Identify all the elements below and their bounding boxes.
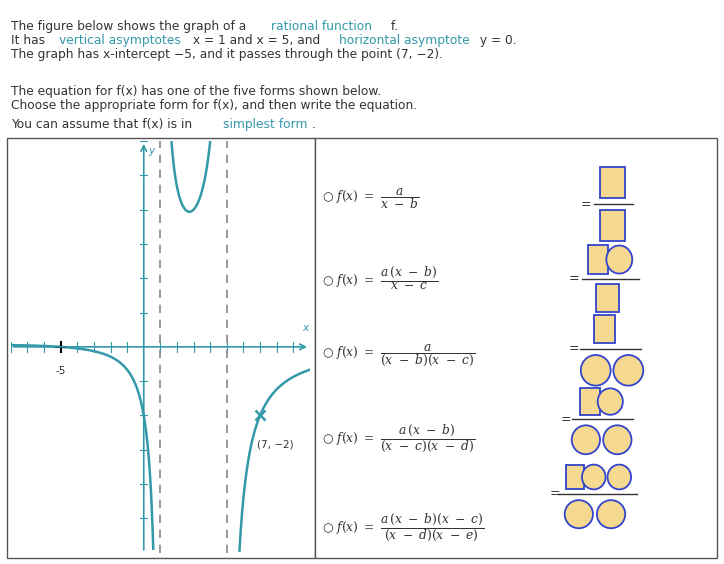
Text: $\bigcirc\ f(x)\ =\ \dfrac{a\,(x\ -\ b)(x\ -\ c)}{(x\ -\ d)(x\ -\ e)}$: $\bigcirc\ f(x)\ =\ \dfrac{a\,(x\ -\ b)(… — [322, 510, 484, 543]
Text: The figure below shows the graph of a: The figure below shows the graph of a — [11, 20, 250, 33]
Bar — [599, 210, 626, 241]
Ellipse shape — [581, 355, 610, 386]
Text: simplest form: simplest form — [223, 118, 308, 131]
Text: $\bigcirc\ f(x)\ =\ \dfrac{a\,(x\ -\ b)}{(x\ -\ c)(x\ -\ d)}$: $\bigcirc\ f(x)\ =\ \dfrac{a\,(x\ -\ b)}… — [322, 422, 476, 454]
Text: x: x — [302, 323, 308, 333]
Text: You can assume that f(x) is in: You can assume that f(x) is in — [11, 118, 196, 131]
Bar — [594, 315, 615, 343]
Ellipse shape — [607, 465, 631, 490]
Ellipse shape — [606, 245, 632, 274]
Text: f.: f. — [387, 20, 398, 33]
Bar — [315, 138, 717, 558]
Text: =: = — [549, 487, 560, 500]
Text: y: y — [148, 146, 154, 156]
Text: .: . — [312, 118, 316, 131]
Text: The equation for f(x) has one of the five forms shown below.: The equation for f(x) has one of the fiv… — [11, 85, 381, 98]
Text: rational function: rational function — [271, 20, 372, 33]
Ellipse shape — [572, 425, 600, 454]
Ellipse shape — [582, 465, 605, 490]
Ellipse shape — [613, 355, 644, 386]
Ellipse shape — [597, 500, 626, 528]
Bar — [588, 245, 608, 274]
Text: $\bigcirc\ f(x)\ =\ \dfrac{a\,(x\ -\ b)}{x\ -\ c}$: $\bigcirc\ f(x)\ =\ \dfrac{a\,(x\ -\ b)}… — [322, 264, 439, 292]
Text: =: = — [569, 272, 579, 285]
Text: -5: -5 — [56, 365, 66, 376]
Text: =: = — [561, 413, 571, 426]
Text: $\bigcirc\ f(x)\ =\ \dfrac{a}{x\ -\ b}$: $\bigcirc\ f(x)\ =\ \dfrac{a}{x\ -\ b}$ — [322, 186, 420, 211]
Text: (7, −2): (7, −2) — [257, 439, 293, 450]
Text: Choose the appropriate form for f(x), and then write the equation.: Choose the appropriate form for f(x), an… — [11, 99, 417, 112]
Text: The graph has x-intercept −5, and it passes through the point (7, −2).: The graph has x-intercept −5, and it pas… — [11, 48, 443, 61]
Bar — [566, 465, 584, 490]
Text: vertical asymptotes: vertical asymptotes — [59, 34, 181, 47]
Bar — [596, 284, 618, 312]
Ellipse shape — [565, 500, 593, 528]
Text: x = 1 and x = 5, and: x = 1 and x = 5, and — [189, 34, 324, 47]
Text: $\bigcirc\ f(x)\ =\ \dfrac{a}{(x\ -\ b)(x\ -\ c)}$: $\bigcirc\ f(x)\ =\ \dfrac{a}{(x\ -\ b)(… — [322, 342, 476, 368]
Ellipse shape — [598, 389, 623, 415]
Bar — [580, 388, 599, 415]
Text: y = 0.: y = 0. — [476, 34, 517, 47]
Text: =: = — [569, 342, 579, 355]
Text: horizontal asymptote: horizontal asymptote — [340, 34, 470, 47]
Ellipse shape — [603, 425, 631, 454]
Bar — [599, 167, 626, 198]
Text: =: = — [581, 197, 592, 210]
Bar — [7, 138, 315, 558]
Text: It has: It has — [11, 34, 49, 47]
